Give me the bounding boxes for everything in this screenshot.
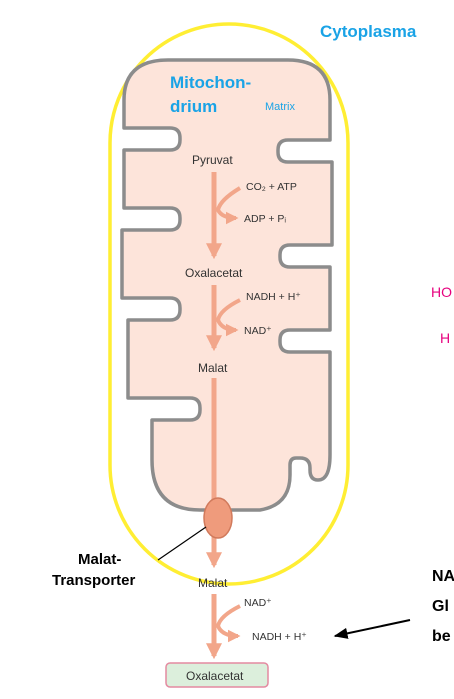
- side-arrow-nadh-nad: [215, 298, 241, 337]
- cut-pink-label-1: HO: [431, 284, 452, 300]
- cut-black-label-1: NA: [432, 568, 454, 585]
- pyruvat-label: Pyruvat: [192, 153, 233, 167]
- cut-pink-label-2: H: [440, 330, 450, 346]
- cut-black-label-3: be: [432, 628, 451, 645]
- black-pointer-arrow: [333, 619, 411, 639]
- side-arrow-nad-nadh: [215, 604, 241, 643]
- transporter-label-line1: Malat-: [78, 551, 121, 568]
- matrix-label: Matrix: [265, 101, 295, 113]
- malat-outer-label: Malat: [198, 576, 228, 590]
- co2-atp-label: CO₂ + ATP: [246, 181, 297, 193]
- transporter-pointer: [157, 526, 207, 561]
- oxalacetat-box: [165, 662, 269, 688]
- mito-label-line2: drium: [170, 97, 217, 116]
- malat-inner-label: Malat: [198, 361, 228, 375]
- inner-membrane: [120, 58, 334, 512]
- mito-label-line1: Mitochon-: [170, 73, 251, 92]
- cytoplasma-label: Cytoplasma: [320, 22, 417, 41]
- oxalacetat-inner-label: Oxalacetat: [185, 266, 243, 280]
- nad-inner-label: NAD⁺: [244, 325, 272, 337]
- malat-transporter-icon: [203, 497, 233, 539]
- nadh-h-outer-label: NADH + H⁺: [252, 631, 307, 643]
- nadh-h-inner-label: NADH + H⁺: [246, 291, 301, 303]
- nad-outer-label: NAD⁺: [244, 597, 272, 609]
- cut-black-label-2: Gl: [432, 598, 449, 615]
- transporter-label-line2: Transporter: [52, 572, 136, 589]
- side-arrow-co2-atp: [215, 186, 242, 225]
- oxalacetat-outer-label: Oxalacetat: [186, 669, 244, 683]
- adp-pi-label: ADP + Pᵢ: [244, 213, 286, 225]
